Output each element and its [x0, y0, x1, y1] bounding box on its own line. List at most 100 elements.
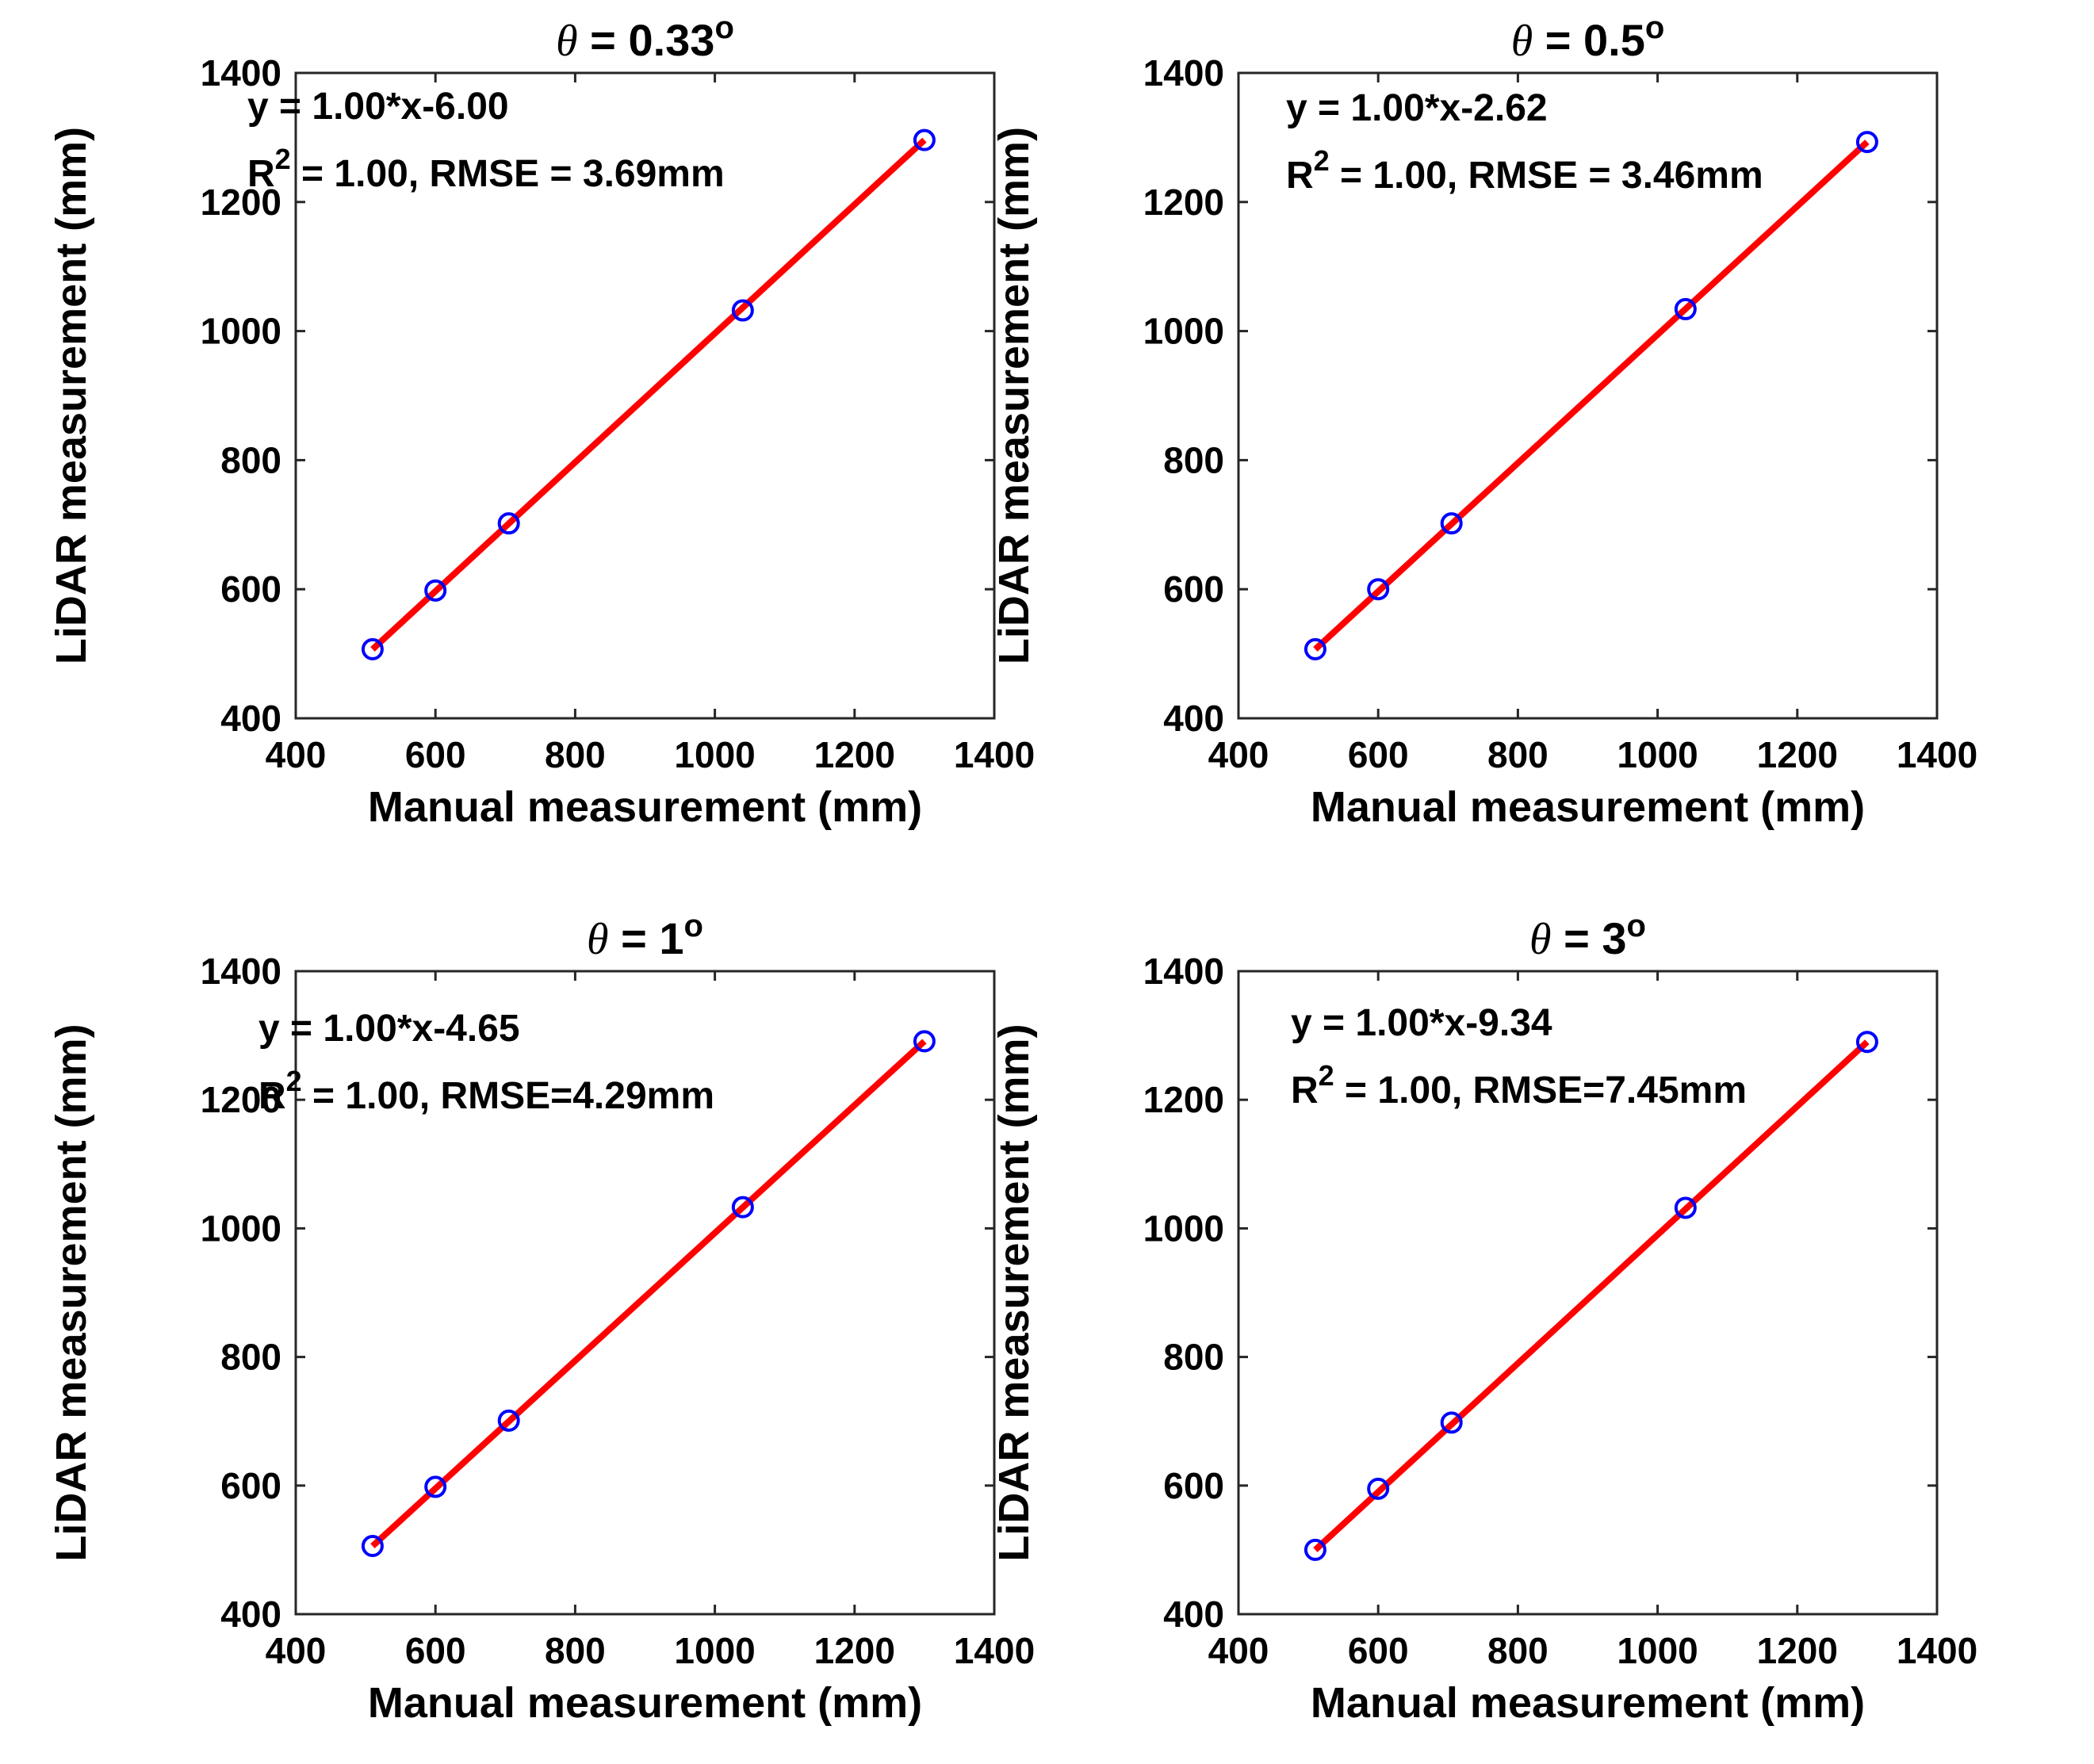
data-point [1367, 1477, 1390, 1500]
data-point [424, 1475, 447, 1498]
x-tick-label: 600 [1348, 734, 1409, 775]
y-axis-label: LiDAR measurement (mm) [990, 1024, 1038, 1561]
panel-4: 400 600 800 1000 1200 1400 400 600 800 1000 1200 14… [990, 909, 1977, 1727]
r-squared-label: R [1286, 155, 1314, 197]
y-tick-label: 1200 [201, 1079, 281, 1120]
fit-line [370, 1039, 927, 1548]
fit-equation: y = 1.00*x-9.34 [1291, 1002, 1552, 1044]
y-axis-label: LiDAR measurement (mm) [48, 127, 95, 664]
x-tick-label: 400 [1208, 734, 1269, 775]
plot-frame [294, 970, 996, 1616]
title-degree-unit: o [1627, 909, 1646, 943]
fit-stats-text: = 1.00, RMSE=4.29mm [302, 1075, 714, 1117]
y-tick-label: 800 [220, 1337, 281, 1378]
fit-stats-text: = 1.00, RMSE=7.45mm [1334, 1069, 1747, 1112]
data-point [1440, 512, 1463, 535]
plot-frame [294, 71, 996, 720]
x-tick-label: 1200 [1757, 1630, 1838, 1671]
x-tick-label: 1200 [814, 1630, 895, 1671]
x-tick-label: 1000 [674, 734, 755, 775]
fit-stats: R2 = 1.00, RMSE = 3.46mm [1286, 144, 1763, 197]
y-tick-label: 600 [1163, 1465, 1224, 1506]
fit-line [1313, 140, 1870, 652]
fit-equation: y = 1.00*x-4.65 [258, 1008, 520, 1050]
r-squared-exponent: 2 [286, 1065, 302, 1097]
data-point [361, 637, 384, 660]
data-point [1303, 637, 1326, 660]
data-point [497, 1409, 520, 1432]
title-theta-symbol: θ [1511, 17, 1533, 66]
y-tick-label: 400 [1163, 1594, 1224, 1635]
data-point [497, 512, 520, 535]
x-tick-label: 800 [545, 734, 606, 775]
y-tick-label: 600 [220, 568, 281, 610]
y-tick-label: 1400 [1143, 52, 1224, 94]
x-tick-label: 800 [1487, 1630, 1548, 1671]
data-point [913, 128, 936, 151]
fit-line [370, 137, 927, 652]
y-tick-label: 600 [1163, 568, 1224, 610]
x-tick-label: 1400 [954, 1630, 1035, 1671]
fit-stats: R2 = 1.00, RMSE=7.45mm [1291, 1059, 1747, 1112]
title-value: = 1 [609, 913, 684, 963]
y-tick-label: 1000 [1143, 1207, 1224, 1249]
data-point [913, 1030, 936, 1053]
y-tick-label: 1000 [201, 1207, 281, 1249]
panel-title: θ = 0.5o [1511, 10, 1665, 66]
y-tick-label: 800 [220, 439, 281, 480]
x-tick-label: 600 [405, 1630, 466, 1671]
r-squared-label: R [258, 1075, 286, 1117]
x-tick-label: 1200 [814, 734, 895, 775]
x-tick-label: 800 [1487, 734, 1548, 775]
y-tick-label: 1400 [201, 52, 281, 94]
x-axis-label: Manual measurement (mm) [1311, 1679, 1865, 1727]
r-squared-exponent: 2 [1314, 144, 1330, 177]
data-point [731, 1196, 754, 1219]
x-tick-label: 600 [1348, 1630, 1409, 1671]
plot-frame [1237, 970, 1939, 1616]
y-tick-label: 400 [220, 1594, 281, 1635]
x-tick-label: 1400 [954, 734, 1035, 775]
panel-2: 400 600 800 1000 1200 1400 400 600 800 1000 1200 14… [990, 10, 1977, 831]
y-tick-label: 1200 [201, 182, 281, 223]
panel-1: 400 600 800 1000 1200 1400 400 600 800 1000 1200 14… [48, 10, 1035, 831]
x-tick-label: 1000 [674, 1630, 755, 1671]
y-tick-label: 800 [1163, 1337, 1224, 1378]
r-squared-exponent: 2 [1319, 1059, 1334, 1092]
y-tick-label: 1000 [1143, 311, 1224, 352]
fit-equation: y = 1.00*x-2.62 [1286, 87, 1548, 129]
x-tick-label: 1000 [1617, 734, 1698, 775]
title-degree-unit: o [684, 909, 703, 943]
x-tick-label: 800 [545, 1630, 606, 1671]
x-axis-label: Manual measurement (mm) [1311, 783, 1865, 831]
y-tick-label: 1400 [201, 951, 281, 992]
data-point [731, 299, 754, 322]
title-theta-symbol: θ [556, 17, 578, 66]
x-tick-label: 1400 [1897, 1630, 1977, 1671]
fit-line [1313, 1039, 1870, 1552]
panel-title: θ = 0.33o [556, 10, 734, 66]
title-value: = 0.5 [1533, 15, 1645, 65]
x-tick-label: 400 [1208, 1630, 1269, 1671]
data-point [1855, 131, 1878, 154]
y-tick-label: 1000 [201, 311, 281, 352]
plot-frame [1237, 71, 1939, 720]
y-tick-label: 600 [220, 1465, 281, 1506]
data-point [1367, 578, 1390, 601]
x-tick-label: 1400 [1897, 734, 1977, 775]
data-point [1674, 1196, 1697, 1219]
y-tick-label: 800 [1163, 439, 1224, 480]
x-tick-label: 1200 [1757, 734, 1838, 775]
x-tick-label: 400 [266, 1630, 327, 1671]
x-axis-label: Manual measurement (mm) [368, 783, 922, 831]
data-point [1674, 297, 1697, 320]
data-point [1440, 1411, 1463, 1434]
y-tick-label: 1400 [1143, 951, 1224, 992]
title-theta-symbol: θ [587, 915, 609, 964]
panel-title: θ = 3o [1529, 909, 1646, 964]
data-point [424, 579, 447, 602]
fit-stats: R2 = 1.00, RMSE = 3.69mm [247, 143, 725, 195]
x-tick-label: 1000 [1617, 1630, 1698, 1671]
data-point [1303, 1538, 1326, 1561]
x-axis-label: Manual measurement (mm) [368, 1679, 922, 1727]
